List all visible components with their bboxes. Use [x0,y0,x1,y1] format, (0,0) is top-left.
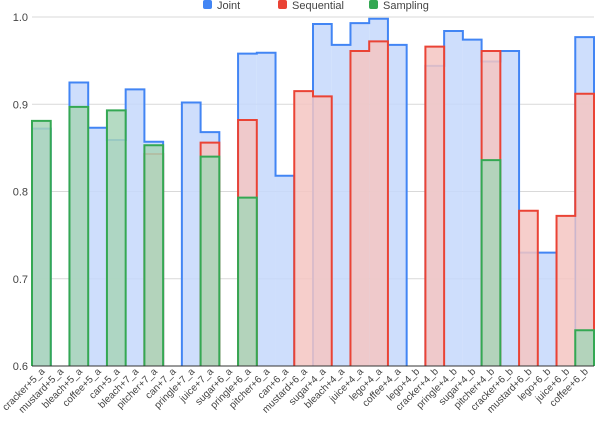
legend-swatch [278,0,287,9]
legend-item: Joint [203,0,240,12]
y-tick-label: 0.6 [13,361,28,373]
legend-label: Joint [217,0,240,12]
area-segment [500,51,520,367]
area-segment [256,52,276,367]
series-line [31,105,595,366]
legend-item: Sampling [369,0,429,12]
y-tick-label: 0.7 [13,274,28,286]
legend-swatch [369,0,378,9]
area-segment [181,102,201,366]
legend-swatch [203,0,212,9]
area-segment [331,44,351,367]
area-segment [238,197,257,366]
area-segment [313,96,332,367]
legend-item: Sequential [278,0,344,12]
x-axis-labels: cracker+5_amustard+5_ableach+5_acoffee+5… [1,366,591,416]
area-segment [69,106,89,367]
area-segment [275,175,295,366]
area-segment [444,30,463,367]
area-segment [88,127,107,367]
area-segment [537,252,557,366]
area-segment [350,51,370,367]
legend: Joint Sequential Sampling [203,0,429,12]
area-segment [369,41,388,367]
area-segment [425,46,445,366]
area-segment [556,215,576,366]
area-segment [144,145,164,366]
area-segment [294,91,313,366]
area-segment [106,110,126,366]
area-segment [125,89,145,366]
area-segment [32,120,51,366]
area-segment [575,330,594,366]
area-segment [387,44,407,367]
area-segment [481,160,501,366]
area-segment [462,39,482,367]
area-segment [575,93,594,366]
y-tick-label: 0.8 [13,187,28,199]
y-tick-label: 0.9 [13,99,28,111]
area-segment [200,156,220,366]
legend-label: Sampling [383,0,429,12]
area-segment [519,210,538,366]
y-tick-label: 1.0 [13,12,28,24]
legend-label: Sequential [292,0,344,12]
series-sampling [31,105,595,367]
